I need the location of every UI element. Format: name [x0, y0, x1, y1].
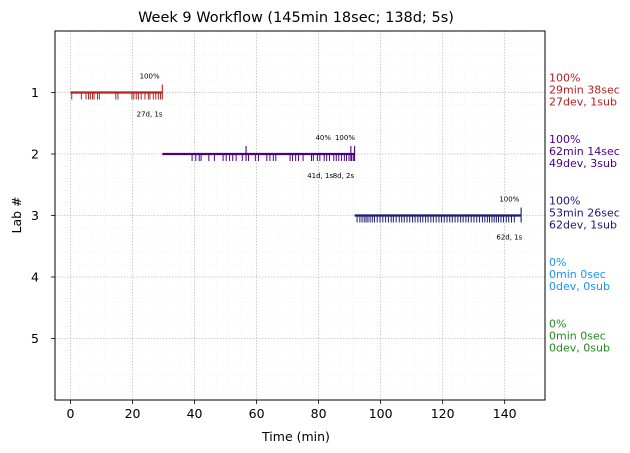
x-tick-label: 0 [67, 406, 75, 421]
lab-bars: 100% 27d, 1s 40% 100% 41d, 1s 8d, 2s 100% 62d, … [70, 73, 523, 242]
x-axis-ticks: 0 20 40 60 80 100 120 140 [67, 400, 517, 421]
lab-3-summary-line: 100% [549, 195, 580, 208]
progress-annotation: 100% [140, 73, 160, 81]
y-tick-label: 4 [31, 270, 39, 285]
x-tick-label: 40 [187, 406, 203, 421]
minor-grid [54, 31, 545, 400]
lab-2-summary-line: 62min 14sec [549, 145, 620, 158]
y-tick-label: 2 [31, 147, 39, 162]
chart-title: Week 9 Workflow (145min 18sec; 138d; 5s) [138, 10, 454, 26]
x-tick-label: 140 [493, 406, 517, 421]
x-tick-label: 120 [431, 406, 455, 421]
lab-4-summary-line: 0min 0sec [549, 268, 606, 281]
progress-annotation: 100% [335, 134, 355, 142]
x-tick-label: 80 [311, 406, 327, 421]
lab-1-summary-line: 27dev, 1sub [549, 96, 617, 109]
progress-annotation: 27d, 1s [137, 111, 163, 119]
y-tick-label: 3 [31, 208, 39, 223]
x-tick-label: 100 [369, 406, 393, 421]
lab-4-summary-line: 0dev, 0sub [549, 280, 610, 293]
lab-5-summary-line: 0% [549, 318, 566, 331]
x-tick-label: 20 [125, 406, 141, 421]
lab-3-summary-line: 53min 26sec [549, 207, 620, 220]
lab-2-summary-line: 49dev, 3sub [549, 157, 617, 170]
y-tick-label: 1 [31, 85, 39, 100]
lab-2-summary-line: 100% [549, 133, 580, 146]
progress-annotation: 40% [315, 134, 331, 142]
y-tick-label: 5 [31, 331, 39, 346]
lab-1-summary-line: 100% [549, 72, 580, 85]
x-tick-label: 60 [249, 406, 265, 421]
x-axis-label: Time (min) [261, 429, 330, 444]
progress-annotation: 41d, 1s [307, 172, 333, 180]
y-axis-ticks: 1 2 3 4 5 [31, 85, 55, 346]
progress-annotation: 62d, 1s [496, 234, 522, 242]
major-grid [55, 31, 545, 400]
lab-1-summary-line: 29min 38sec [549, 84, 620, 97]
lab-3-summary-line: 62dev, 1sub [549, 219, 617, 232]
progress-annotation: 100% [499, 196, 519, 204]
lab-5-summary-line: 0min 0sec [549, 330, 606, 343]
progress-annotation: 8d, 2s [333, 172, 355, 180]
lab-5-summary-line: 0dev, 0sub [549, 342, 610, 355]
lab-4-summary-line: 0% [549, 256, 566, 269]
y-axis-label: Lab # [9, 196, 24, 233]
